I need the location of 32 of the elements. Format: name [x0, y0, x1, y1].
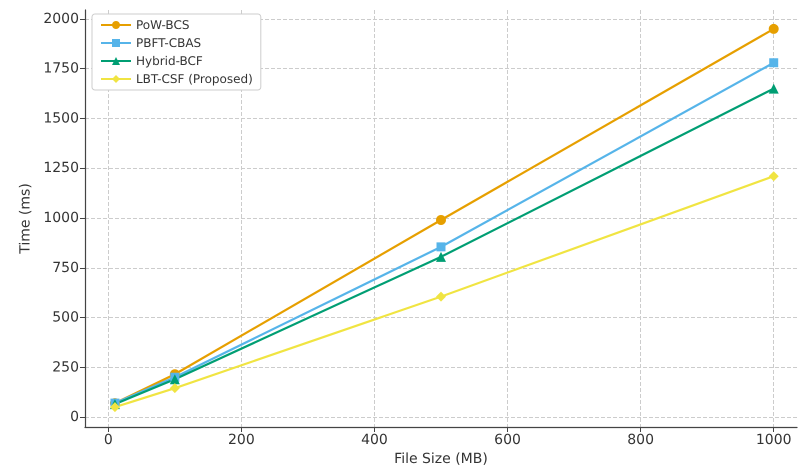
- y-tick-label: 0: [70, 409, 79, 426]
- y-tick-label: 500: [52, 310, 79, 326]
- point: [436, 242, 446, 252]
- y-tick-label: 1500: [43, 110, 79, 126]
- point: [436, 252, 446, 262]
- point: [436, 214, 446, 225]
- point: [768, 84, 779, 94]
- x-tick-label: 0: [104, 432, 113, 448]
- y-tick-label: 1750: [43, 60, 79, 77]
- legend-label: Hybrid-BCF: [136, 54, 203, 68]
- x-axis-title: File Size (MB): [394, 450, 488, 467]
- legend-label: PoW-BCS: [136, 18, 190, 32]
- point: [769, 58, 778, 68]
- point: [110, 402, 120, 412]
- y-tick-label: 2000: [43, 10, 79, 27]
- y-tick-label: 250: [52, 359, 79, 376]
- y-tick-label: 1000: [43, 210, 79, 226]
- y-tick-label: 1250: [43, 160, 79, 176]
- x-tick-label: 200: [228, 432, 255, 448]
- y-axis-title: Time (ms): [17, 183, 34, 255]
- x-tick-label: 800: [627, 432, 654, 448]
- point: [170, 374, 180, 384]
- legend-label: PBFT-CBAS: [136, 36, 202, 50]
- point: [768, 171, 779, 182]
- legend-label: LBT-CSF (Proposed): [136, 72, 253, 86]
- point: [170, 383, 180, 394]
- x-tick-label: 600: [494, 432, 521, 448]
- x-tick-label: 400: [361, 432, 388, 448]
- point: [436, 292, 446, 302]
- point: [768, 24, 779, 34]
- y-tick-label: 750: [52, 260, 79, 276]
- x-tick-label: 1000: [756, 432, 792, 448]
